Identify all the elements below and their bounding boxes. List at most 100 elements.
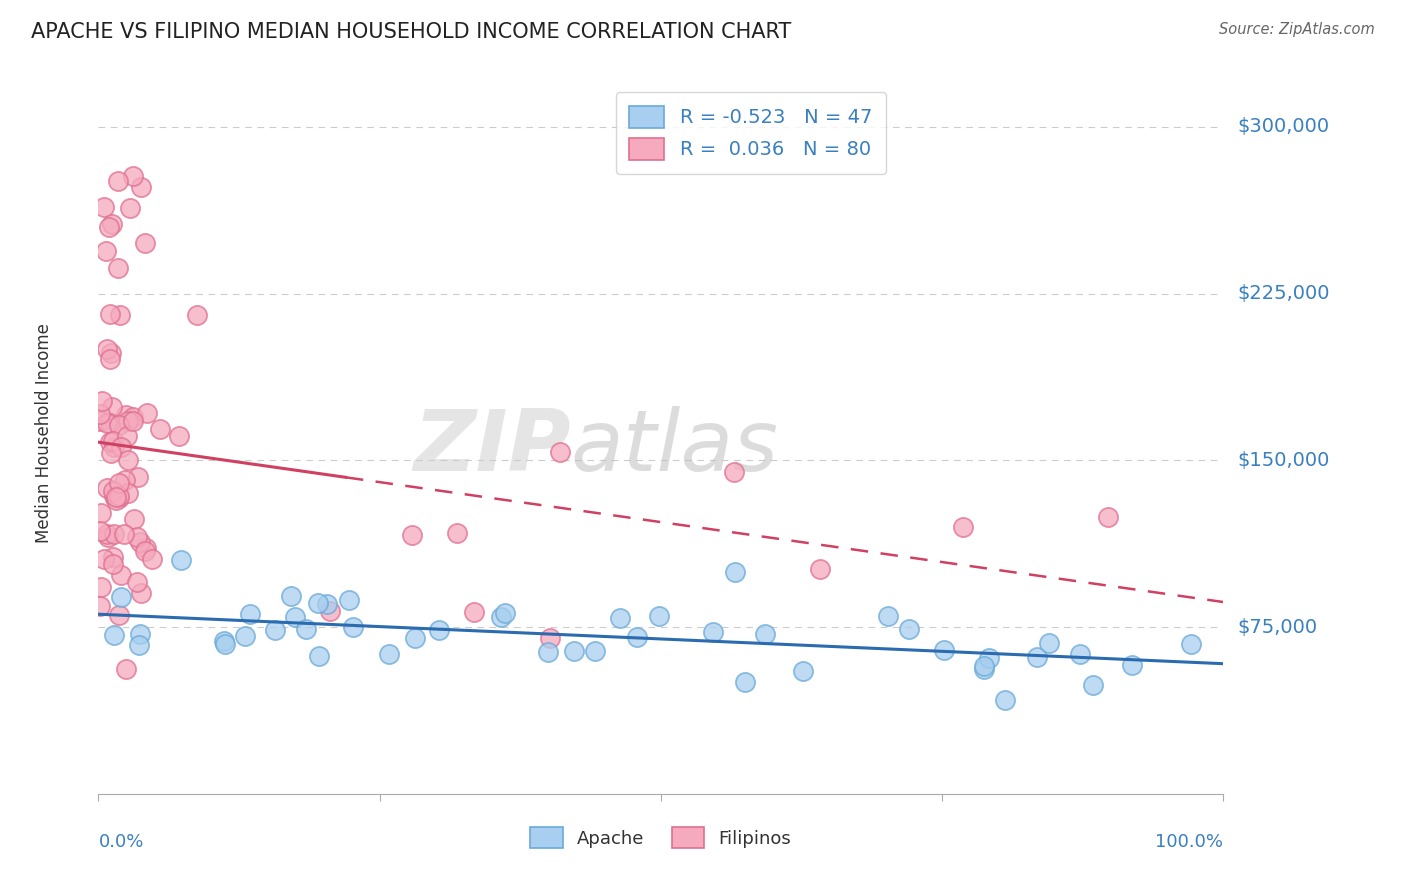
- Point: [110, 440, 132, 454]
- Point: [724, 565, 747, 579]
- Text: $150,000: $150,000: [1237, 451, 1330, 470]
- Point: [548, 445, 571, 459]
- Point: [401, 528, 423, 542]
- Point: [135, 406, 157, 420]
- Point: [537, 645, 560, 659]
- Point: [98, 416, 121, 430]
- Point: [103, 526, 125, 541]
- Point: [121, 169, 143, 184]
- Point: [934, 642, 956, 657]
- Point: [107, 260, 129, 275]
- Point: [107, 476, 129, 491]
- Point: [127, 470, 149, 484]
- Point: [128, 638, 150, 652]
- Point: [792, 664, 814, 678]
- Point: [107, 417, 129, 432]
- Point: [1180, 637, 1202, 651]
- Point: [583, 644, 606, 658]
- Point: [494, 607, 516, 621]
- Point: [120, 201, 142, 215]
- Point: [129, 586, 152, 600]
- Point: [89, 407, 111, 421]
- Point: [264, 623, 287, 637]
- Point: [280, 589, 302, 603]
- Point: [1097, 509, 1119, 524]
- Point: [108, 491, 131, 506]
- Point: [107, 608, 129, 623]
- Point: [100, 345, 122, 359]
- Point: [100, 217, 122, 231]
- Point: [463, 605, 485, 619]
- Point: [103, 440, 125, 454]
- Point: [1121, 658, 1143, 673]
- Point: [214, 637, 236, 651]
- Point: [101, 400, 124, 414]
- Point: [110, 308, 132, 322]
- Text: ZIP: ZIP: [413, 406, 571, 489]
- Point: [96, 481, 118, 495]
- Point: [212, 633, 235, 648]
- Point: [117, 414, 139, 428]
- Point: [128, 626, 150, 640]
- Point: [107, 174, 129, 188]
- Point: [117, 452, 139, 467]
- Point: [754, 627, 776, 641]
- Point: [308, 648, 330, 663]
- Point: [149, 422, 172, 436]
- Point: [186, 308, 208, 322]
- Point: [122, 414, 145, 428]
- Text: 100.0%: 100.0%: [1156, 833, 1223, 851]
- Point: [239, 607, 262, 621]
- Point: [489, 610, 512, 624]
- Point: [90, 580, 112, 594]
- Point: [342, 620, 364, 634]
- Point: [89, 414, 111, 428]
- Point: [96, 527, 118, 541]
- Point: [295, 622, 318, 636]
- Point: [108, 489, 131, 503]
- Point: [1038, 636, 1060, 650]
- Point: [898, 622, 921, 636]
- Point: [319, 604, 342, 618]
- Point: [89, 524, 111, 538]
- Point: [127, 575, 149, 590]
- Text: $75,000: $75,000: [1237, 617, 1317, 637]
- Point: [98, 435, 121, 450]
- Point: [307, 596, 329, 610]
- Point: [98, 307, 121, 321]
- Point: [101, 549, 124, 564]
- Point: [134, 543, 156, 558]
- Text: Source: ZipAtlas.com: Source: ZipAtlas.com: [1219, 22, 1375, 37]
- Point: [100, 446, 122, 460]
- Point: [98, 351, 121, 366]
- Point: [994, 693, 1017, 707]
- Text: atlas: atlas: [571, 406, 779, 489]
- Point: [129, 179, 152, 194]
- Point: [105, 493, 128, 508]
- Point: [114, 409, 136, 423]
- Text: $300,000: $300,000: [1237, 118, 1329, 136]
- Point: [97, 531, 120, 545]
- Point: [117, 486, 139, 500]
- Point: [647, 609, 669, 624]
- Point: [1069, 647, 1091, 661]
- Text: APACHE VS FILIPINO MEDIAN HOUSEHOLD INCOME CORRELATION CHART: APACHE VS FILIPINO MEDIAN HOUSEHOLD INCO…: [31, 22, 792, 42]
- Point: [1025, 649, 1047, 664]
- Point: [89, 599, 111, 613]
- Point: [105, 490, 128, 504]
- Point: [93, 551, 115, 566]
- Point: [973, 658, 995, 673]
- Point: [122, 512, 145, 526]
- Point: [404, 631, 426, 645]
- Point: [101, 484, 124, 499]
- Point: [125, 530, 148, 544]
- Point: [114, 473, 136, 487]
- Point: [1081, 678, 1104, 692]
- Point: [284, 610, 307, 624]
- Point: [170, 552, 193, 566]
- Point: [427, 623, 450, 637]
- Point: [977, 651, 1000, 665]
- Point: [134, 235, 156, 250]
- Point: [315, 597, 337, 611]
- Point: [808, 562, 831, 576]
